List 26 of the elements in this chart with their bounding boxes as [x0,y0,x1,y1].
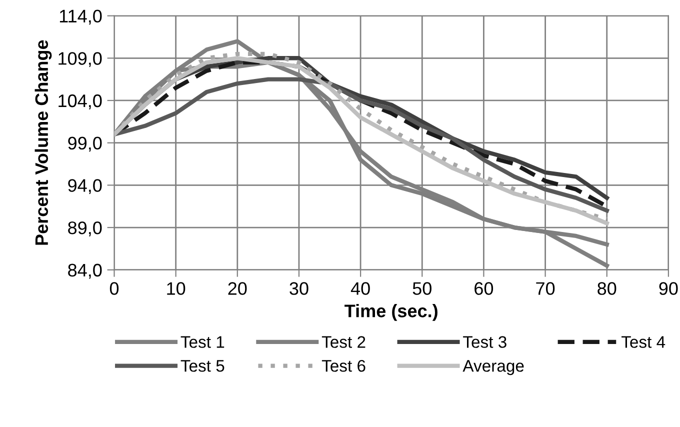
x-tick-label: 60 [474,282,494,295]
x-tick-label: 30 [290,282,308,295]
x-tick-label: 70 [536,282,555,295]
legend-label: Test 4 [622,336,666,348]
y-tick-label: 94,0 [68,179,102,194]
x-tick-label: 10 [167,282,186,295]
y-tick-label: 84,0 [68,264,102,279]
y-tick-label: 109,0 [58,52,102,67]
y-axis-title: Percent Volume Change [34,40,52,245]
y-tick-label: 99,0 [68,136,102,152]
legend-label: Test 6 [322,360,366,372]
x-tick-label: 0 [110,282,119,295]
legend-label: Test 2 [322,336,366,348]
x-tick-label: 90 [659,282,678,295]
x-tick-label: 40 [350,282,370,295]
legend-label: Test 1 [180,336,224,348]
y-tick-label: 114,0 [60,10,102,25]
y-tick-label: 89,0 [68,221,102,236]
y-tick-label: 104,0 [58,94,102,110]
legend-label: Test 5 [180,360,224,372]
x-axis-title: Time (sec.) [344,304,438,321]
x-tick-label: 20 [228,282,247,295]
x-tick-label: 50 [412,282,432,295]
x-tick-label: 80 [598,282,616,295]
legend-label: Test 3 [463,336,506,348]
legend-label: Average [462,360,524,376]
